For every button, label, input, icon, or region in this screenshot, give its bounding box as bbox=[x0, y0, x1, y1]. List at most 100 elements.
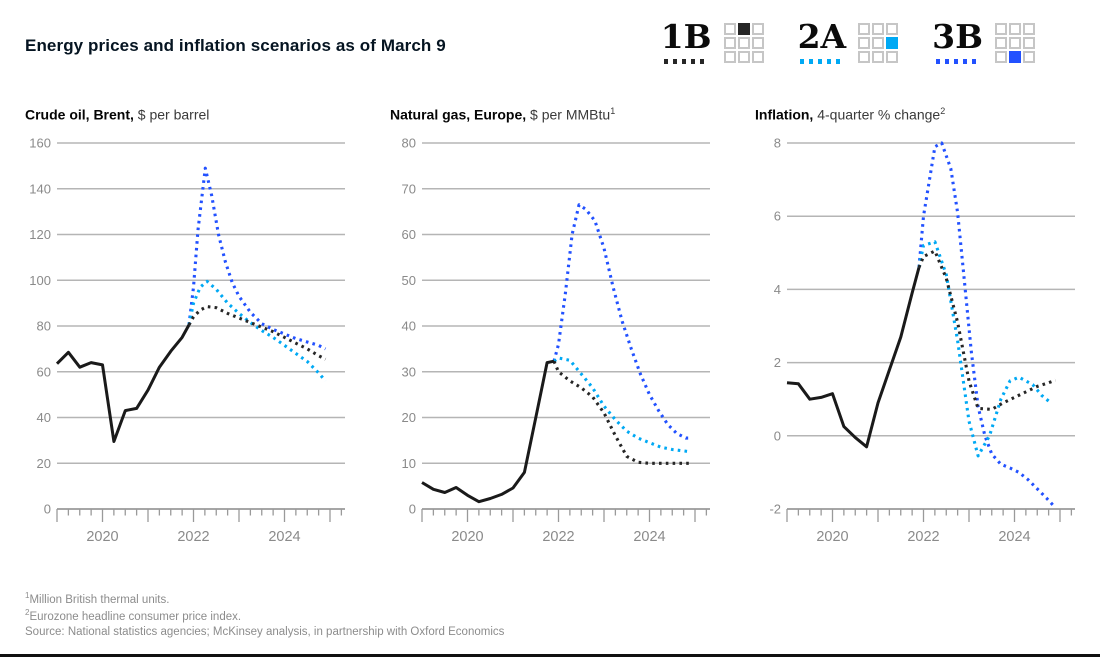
grid-cell bbox=[858, 23, 871, 35]
series-line-3B bbox=[187, 166, 327, 350]
x-axis-year-label: 2024 bbox=[998, 529, 1030, 545]
crude-oil-chart: 160 140 120 100 80 60 40 20 0 2020 2022 2024 bbox=[29, 135, 345, 545]
y-axis-tick-label: 40 bbox=[402, 318, 416, 333]
x-axis-year-label: 2024 bbox=[268, 529, 300, 545]
x-axis-year-label: 2020 bbox=[451, 529, 483, 545]
scenario-grid-icon-2a bbox=[858, 23, 899, 63]
grid-cell bbox=[1023, 51, 1035, 63]
legend-item-3b: 3B bbox=[932, 17, 1035, 64]
grid-cell bbox=[1009, 51, 1021, 63]
series-line-3B bbox=[917, 141, 1055, 507]
chart-panel-natural-gas: Natural gas, Europe, $ per MMBtu1 80 70 60… bbox=[390, 106, 710, 561]
y-axis-tick-label: 100 bbox=[29, 272, 51, 287]
y-axis-tick-label: 140 bbox=[29, 181, 51, 196]
y-axis-tick-label: 6 bbox=[774, 208, 781, 223]
x-axis-year-label: 2022 bbox=[542, 529, 574, 545]
scenario-legend: 1B 2A 3B bbox=[660, 17, 1035, 64]
x-axis-year-label: 2024 bbox=[633, 529, 665, 545]
grid-cell bbox=[995, 51, 1007, 63]
series-line-historical bbox=[421, 359, 555, 503]
grid-cell bbox=[737, 37, 750, 49]
y-axis-tick-label: 20 bbox=[37, 455, 51, 470]
source-line: Source: National statistics agencies; Mc… bbox=[25, 626, 505, 639]
grid-cell bbox=[995, 37, 1007, 49]
x-axis-year-label: 2022 bbox=[907, 529, 939, 545]
scenario-grid-icon-3b bbox=[995, 23, 1035, 63]
grid-cell bbox=[858, 51, 871, 63]
chart-title-natural-gas: Natural gas, Europe, $ per MMBtu1 bbox=[390, 106, 616, 123]
chart-panel-crude-oil: Crude oil, Brent, $ per barrel 160 140 120… bbox=[25, 106, 345, 561]
series-line-1B bbox=[187, 304, 327, 361]
y-axis-tick-label: 10 bbox=[402, 455, 416, 470]
y-axis-tick-label: 40 bbox=[37, 410, 51, 425]
legend-label-1b: 1B bbox=[660, 17, 712, 56]
grid-cell bbox=[1009, 23, 1021, 35]
exhibit-header: Energy prices and inflation scenarios as… bbox=[25, 19, 1075, 98]
page-title: Energy prices and inflation scenarios as… bbox=[25, 36, 446, 55]
series-line-3B bbox=[552, 202, 691, 440]
grid-cell bbox=[886, 23, 899, 35]
x-axis-year-label: 2022 bbox=[177, 529, 209, 545]
dotted-line-swatch-1b bbox=[664, 58, 709, 64]
chart-panel-inflation: Inflation, 4-quarter % change2 8 6 4 2 0 -2 20… bbox=[755, 106, 1075, 561]
y-axis-tick-label: 70 bbox=[402, 181, 416, 196]
grid-cell bbox=[737, 51, 750, 63]
chart-title-inflation: Inflation, 4-quarter % change2 bbox=[755, 106, 946, 123]
footnote-1: 1Million British thermal units. bbox=[25, 590, 170, 606]
grid-cell bbox=[1023, 23, 1035, 35]
grid-cell bbox=[751, 23, 764, 35]
y-axis-tick-label: -2 bbox=[769, 501, 781, 516]
grid-cell bbox=[886, 37, 899, 49]
grid-cell bbox=[737, 23, 750, 35]
grid-cell bbox=[723, 51, 736, 63]
grid-cell bbox=[886, 51, 899, 63]
legend-label-3b: 3B bbox=[932, 17, 983, 56]
scenario-grid-icon-1b bbox=[723, 23, 764, 63]
footnote-2: 2Eurozone headline consumer price index. bbox=[25, 608, 242, 623]
chart-title-crude-oil: Crude oil, Brent, $ per barrel bbox=[25, 106, 210, 123]
grid-cell bbox=[872, 37, 885, 49]
grid-cell bbox=[872, 23, 885, 35]
natural-gas-chart: 80 70 60 50 40 30 20 10 0 2020 2022 2024 bbox=[402, 135, 710, 545]
y-axis-tick-label: 160 bbox=[29, 135, 51, 150]
y-axis-tick-label: 0 bbox=[409, 501, 416, 516]
dotted-line-swatch-3b bbox=[935, 58, 980, 64]
x-axis-year-label: 2020 bbox=[816, 529, 848, 545]
grid-cell bbox=[995, 23, 1007, 35]
charts-row: Crude oil, Brent, $ per barrel 160 140 120… bbox=[25, 106, 1075, 561]
dotted-line-swatch-2a bbox=[799, 58, 844, 64]
y-axis-tick-label: 20 bbox=[402, 410, 416, 425]
series-line-historical bbox=[55, 323, 191, 443]
x-axis-year-label: 2020 bbox=[86, 529, 118, 545]
legend-item-2a: 2A bbox=[798, 19, 899, 64]
grid-cell bbox=[723, 37, 736, 49]
grid-cell bbox=[1023, 37, 1035, 49]
series-line-2A bbox=[917, 239, 1052, 458]
y-axis-tick-label: 80 bbox=[402, 135, 416, 150]
grid-cell bbox=[751, 51, 764, 63]
grid-cell bbox=[1009, 37, 1021, 49]
y-axis-tick-label: 120 bbox=[29, 227, 51, 242]
y-axis-tick-label: 80 bbox=[37, 318, 51, 333]
exhibit-footnotes: 1Million British thermal units. 2Eurozon… bbox=[25, 591, 1075, 641]
grid-cell bbox=[751, 37, 764, 49]
bottom-border-rule bbox=[0, 654, 1100, 657]
inflation-chart: 8 6 4 2 0 -2 2020 2022 2024 bbox=[769, 135, 1075, 545]
legend-item-1b: 1B bbox=[660, 17, 764, 64]
grid-cell bbox=[723, 23, 736, 35]
y-axis-tick-label: 50 bbox=[402, 272, 416, 287]
y-axis-tick-label: 30 bbox=[402, 364, 416, 379]
y-axis-tick-label: 0 bbox=[44, 501, 51, 516]
series-line-2A bbox=[187, 279, 327, 382]
series-line-historical bbox=[786, 266, 921, 448]
y-axis-tick-label: 2 bbox=[774, 355, 781, 370]
y-axis-tick-label: 60 bbox=[37, 364, 51, 379]
grid-cell bbox=[872, 51, 885, 63]
series-line-1B bbox=[917, 249, 1057, 411]
y-axis-tick-label: 8 bbox=[774, 135, 781, 150]
series-line-1B bbox=[552, 360, 691, 465]
y-axis-tick-label: 0 bbox=[774, 428, 781, 443]
y-axis-tick-label: 4 bbox=[774, 282, 781, 297]
y-axis-tick-label: 60 bbox=[402, 227, 416, 242]
